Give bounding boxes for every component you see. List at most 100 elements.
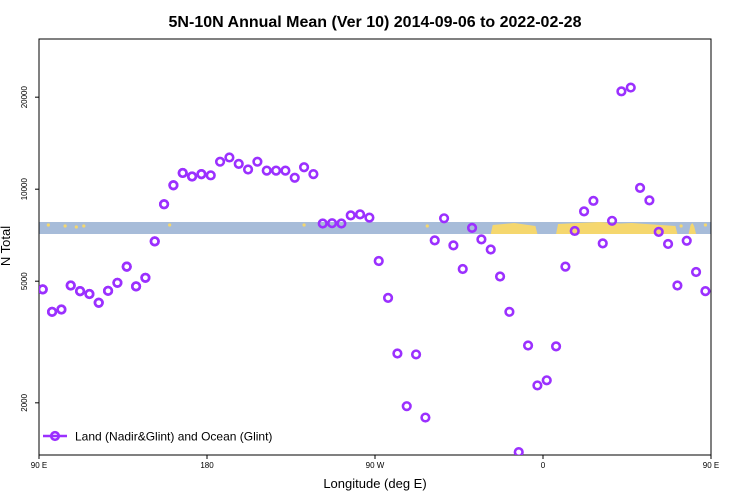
data-point <box>345 210 356 221</box>
data-point <box>168 180 179 191</box>
data-point <box>158 199 170 210</box>
data-point <box>56 304 67 315</box>
data-point <box>177 167 188 179</box>
data-point <box>476 234 487 245</box>
x-tick-label: 90 W <box>366 461 385 470</box>
x-tick-label: 90 E <box>31 461 47 470</box>
data-point <box>513 446 524 455</box>
data-point <box>532 380 543 391</box>
data-point <box>653 226 664 237</box>
data-points <box>39 82 711 455</box>
x-tick-label: 0 <box>541 461 546 470</box>
data-point <box>317 218 328 229</box>
data-point <box>121 261 132 272</box>
data-point <box>569 225 580 237</box>
data-point <box>270 165 282 176</box>
data-point <box>196 169 207 180</box>
data-point <box>308 169 319 180</box>
y-tick-label: 2000 <box>20 393 29 411</box>
data-point <box>578 206 590 217</box>
chart-title: 5N-10N Annual Mean (Ver 10) 2014-09-06 t… <box>169 14 582 31</box>
data-point <box>242 164 254 175</box>
legend: Land (Nadir&Glint) and Ocean (Glint) <box>43 430 272 444</box>
data-point <box>392 348 403 359</box>
data-point <box>112 277 123 288</box>
data-point <box>382 292 394 303</box>
data-point <box>84 288 95 300</box>
y-tick-label: 20000 <box>20 86 29 109</box>
map-land <box>688 223 697 234</box>
data-point <box>401 401 412 412</box>
data-point <box>466 222 478 234</box>
data-point <box>186 171 198 182</box>
data-point <box>140 272 151 283</box>
data-point <box>597 238 608 249</box>
data-point <box>252 156 263 167</box>
data-point <box>336 218 347 229</box>
map-island <box>82 224 86 228</box>
data-point <box>616 86 627 97</box>
data-point <box>448 240 459 251</box>
data-point <box>410 349 422 360</box>
data-point <box>373 255 384 267</box>
data-point <box>149 236 160 247</box>
data-point <box>438 213 450 224</box>
data-point <box>261 165 272 176</box>
data-point <box>354 209 366 220</box>
data-point <box>39 284 48 295</box>
data-point <box>420 412 431 423</box>
data-point <box>625 82 636 93</box>
legend-marker <box>49 430 61 442</box>
data-point <box>298 162 310 173</box>
data-point <box>233 158 244 169</box>
map-island <box>168 223 172 227</box>
data-point <box>429 235 440 246</box>
y-axis-label: N Total <box>0 226 13 266</box>
map-ocean <box>39 222 711 234</box>
data-point <box>541 375 552 386</box>
map-island <box>74 225 78 229</box>
data-point <box>289 172 300 183</box>
y-tick-label: 10000 <box>20 178 29 201</box>
data-point <box>662 238 674 250</box>
x-tick-label: 90 E <box>703 461 719 470</box>
map-land <box>490 223 538 234</box>
map-island <box>302 223 306 227</box>
data-point <box>485 244 496 255</box>
data-point <box>326 218 338 229</box>
plot-frame <box>38 38 712 456</box>
map-island <box>703 223 708 227</box>
data-point <box>130 281 142 292</box>
data-point <box>504 306 515 317</box>
map-island <box>425 224 429 228</box>
data-point <box>93 297 104 308</box>
data-point <box>280 165 291 176</box>
x-axis: 90 E 180 90 W 0 90 E <box>31 455 719 470</box>
data-point <box>690 266 702 278</box>
data-point <box>672 280 683 291</box>
data-point <box>224 152 235 163</box>
x-axis-label: Longitude (deg E) <box>323 476 426 491</box>
data-point <box>560 261 571 272</box>
data-point <box>74 286 86 297</box>
data-point <box>457 263 468 275</box>
data-point <box>214 156 226 167</box>
data-point <box>644 195 655 206</box>
map-island <box>63 224 67 228</box>
data-point <box>588 195 599 206</box>
data-point <box>46 306 58 317</box>
data-point <box>102 285 114 296</box>
y-tick-label: 5000 <box>20 272 29 290</box>
data-point <box>65 280 76 291</box>
data-point <box>634 182 646 193</box>
data-point <box>550 341 562 352</box>
data-point <box>205 170 216 181</box>
data-point <box>681 235 692 246</box>
data-point <box>364 212 375 223</box>
y-axis: 2000 5000 10000 20000 <box>20 86 39 412</box>
data-point <box>606 215 618 226</box>
x-tick-label: 180 <box>200 461 214 470</box>
legend-label: Land (Nadir&Glint) and Ocean (Glint) <box>75 430 272 444</box>
